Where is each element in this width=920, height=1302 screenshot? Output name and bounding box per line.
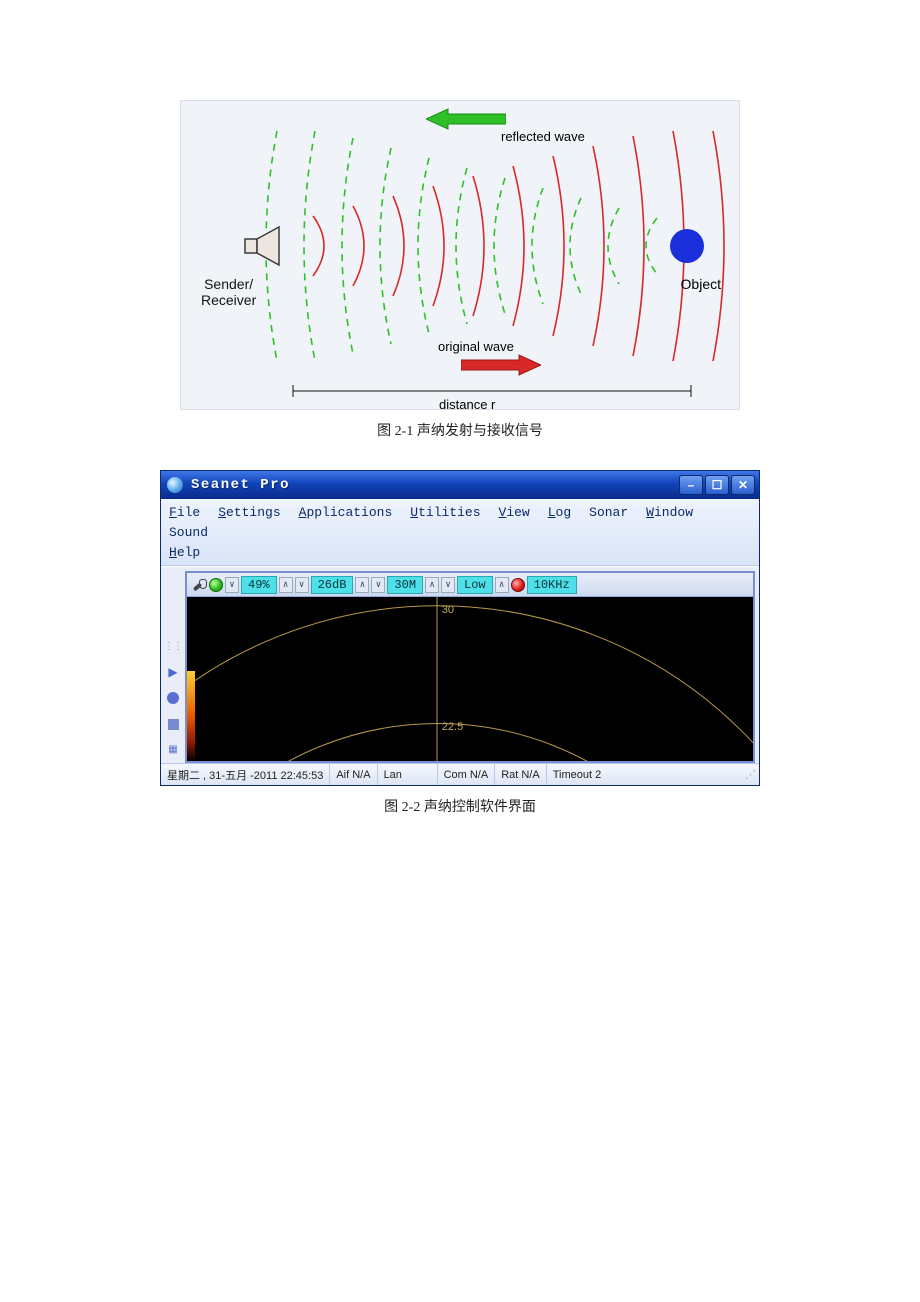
db-down[interactable]: ∨: [295, 577, 309, 593]
object-circle: [670, 229, 704, 263]
figure-1-caption: 图 2-1 声纳发射与接收信号: [180, 420, 740, 440]
figure-1: Sender/Receiver Object reflected wave or…: [180, 100, 740, 440]
range-down[interactable]: ∨: [371, 577, 385, 593]
status-aif: Aif N/A: [329, 764, 376, 785]
play-button[interactable]: ▶: [164, 663, 182, 681]
object-label: Object: [681, 276, 721, 292]
menu-window[interactable]: Window: [646, 503, 693, 523]
menu-log[interactable]: Log: [548, 503, 571, 523]
status-rat: Rat N/A: [494, 764, 546, 785]
side-toolbar: ⋮⋮ ▶ ▦: [161, 567, 185, 763]
app-icon: [167, 477, 183, 493]
menu-settings[interactable]: Settings: [218, 503, 280, 523]
intensity-gradient: [187, 671, 195, 761]
distance-label: distance r: [439, 397, 495, 410]
db-up[interactable]: ∧: [355, 577, 369, 593]
sender-label: Sender/Receiver: [201, 276, 256, 308]
record-button[interactable]: [164, 689, 182, 707]
maximize-button[interactable]: ☐: [705, 475, 729, 495]
client-area: ⋮⋮ ▶ ▦ ∨ 49% ∧ ∨ 26dB: [161, 566, 759, 763]
figure-2-caption: 图 2-2 声纳控制软件界面: [160, 796, 760, 816]
gain-up[interactable]: ∧: [279, 577, 293, 593]
original-arrow: [461, 353, 541, 377]
reflected-label: reflected wave: [501, 129, 585, 144]
reflected-arrow: [426, 107, 506, 131]
minimize-button[interactable]: –: [679, 475, 703, 495]
sonar-panel: ∨ 49% ∧ ∨ 26dB ∧ ∨ 30M ∧ ∨ Low ∧ 10KHz: [185, 571, 755, 763]
menu-sound[interactable]: Sound: [169, 523, 208, 543]
menubar: File Settings Applications Utilities View Log…: [161, 499, 759, 566]
list-button[interactable]: ▦: [164, 741, 182, 759]
menu-applications[interactable]: Applications: [299, 503, 393, 523]
sonar-wave-diagram: Sender/Receiver Object reflected wave or…: [180, 100, 740, 410]
figure-2: Seanet Pro – ☐ ✕ File Settings Application…: [160, 470, 760, 816]
seanet-window: Seanet Pro – ☐ ✕ File Settings Application…: [160, 470, 760, 786]
close-button[interactable]: ✕: [731, 475, 755, 495]
original-label: original wave: [436, 339, 516, 354]
speaker-icon: [241, 221, 291, 271]
gain-value: 49%: [241, 576, 277, 594]
gain-down[interactable]: ∨: [225, 577, 239, 593]
sonar-toolbar: ∨ 49% ∧ ∨ 26dB ∧ ∨ 30M ∧ ∨ Low ∧ 10KHz: [187, 573, 753, 597]
menu-utilities[interactable]: Utilities: [410, 503, 480, 523]
status-com: Com N/A: [437, 764, 495, 785]
range-up[interactable]: ∧: [425, 577, 439, 593]
menu-file[interactable]: File: [169, 503, 200, 523]
freq-value: 10KHz: [527, 576, 577, 594]
stop-button[interactable]: [164, 715, 182, 733]
mode-value: Low: [457, 576, 493, 594]
resize-grip[interactable]: ⋰: [741, 768, 759, 781]
range-value: 30M: [387, 576, 423, 594]
sonar-rings-svg: [187, 597, 753, 761]
menu-help[interactable]: Help: [169, 543, 200, 563]
mode-down[interactable]: ∨: [441, 577, 455, 593]
probe-icon[interactable]: [191, 577, 207, 593]
mode-up[interactable]: ∧: [495, 577, 509, 593]
ring-label: 22.5: [442, 721, 463, 733]
ring-label: 30: [442, 604, 454, 616]
sonar-display[interactable]: 7.51522.530: [187, 597, 753, 761]
db-value: 26dB: [311, 576, 354, 594]
status-datetime: 星期二 , 31-五月 -2011 22:45:53: [161, 764, 329, 785]
toolbar-grip[interactable]: ⋮⋮: [164, 637, 182, 655]
titlebar[interactable]: Seanet Pro – ☐ ✕: [161, 471, 759, 499]
status-timeout: Timeout 2: [546, 764, 608, 785]
menu-sonar[interactable]: Sonar: [589, 503, 628, 523]
status-lan: Lan: [377, 764, 437, 785]
menu-view[interactable]: View: [499, 503, 530, 523]
status-led-red[interactable]: [511, 578, 525, 592]
status-led-green[interactable]: [209, 578, 223, 592]
statusbar: 星期二 , 31-五月 -2011 22:45:53 Aif N/A Lan C…: [161, 763, 759, 785]
window-title: Seanet Pro: [191, 477, 290, 493]
